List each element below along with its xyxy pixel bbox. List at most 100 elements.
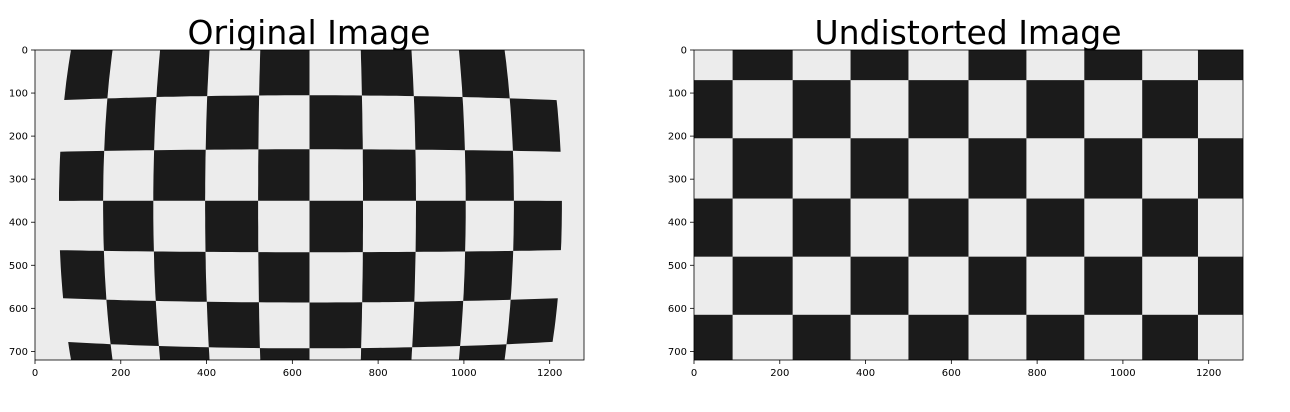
checker-square bbox=[153, 149, 206, 201]
checker-square bbox=[156, 50, 210, 97]
checker-square bbox=[1197, 138, 1243, 199]
checker-square bbox=[464, 150, 514, 201]
checker-square bbox=[792, 198, 851, 257]
checker-square bbox=[415, 200, 466, 252]
checker-square bbox=[792, 314, 851, 360]
checker-square bbox=[732, 138, 793, 199]
axes-original: 0 200 400 600 800 1000 1200 0 100 200 300 400 500 600… bbox=[9, 46, 585, 379]
checker-square bbox=[908, 80, 969, 139]
x-tick-label: 200 bbox=[111, 368, 130, 379]
checker-square bbox=[458, 344, 507, 360]
y-tick-label: 100 bbox=[668, 89, 687, 100]
x-tick-label: 200 bbox=[770, 368, 789, 379]
image-original bbox=[35, 50, 584, 360]
checker-square bbox=[309, 95, 363, 150]
checker-square bbox=[694, 80, 733, 139]
checker-square bbox=[205, 95, 260, 150]
checker-square bbox=[1084, 138, 1143, 199]
checker-square bbox=[1026, 80, 1085, 139]
y-tick-label: 500 bbox=[668, 261, 687, 272]
checker-square bbox=[1197, 256, 1243, 315]
checker-square bbox=[309, 200, 363, 253]
checker-square bbox=[206, 301, 260, 349]
y-tick-label: 500 bbox=[9, 261, 28, 272]
x-tick-label: 1000 bbox=[1110, 368, 1135, 379]
y-tick-label: 700 bbox=[668, 347, 687, 358]
checker-square bbox=[362, 251, 416, 303]
checker-square bbox=[792, 80, 851, 139]
y-tick-label: 200 bbox=[9, 132, 28, 143]
checker-square bbox=[1197, 50, 1243, 81]
checker-square bbox=[153, 251, 207, 302]
checker-square bbox=[694, 314, 733, 360]
checker-square bbox=[258, 252, 310, 303]
checker-square bbox=[850, 256, 909, 315]
image-content bbox=[694, 50, 1243, 360]
checker-square bbox=[968, 256, 1027, 315]
checker-square bbox=[850, 50, 909, 81]
panel-title-undistorted: Undistorted Image bbox=[814, 13, 1121, 52]
checker-square bbox=[103, 200, 154, 252]
checker-square bbox=[1142, 314, 1198, 360]
y-tick-label: 300 bbox=[668, 175, 687, 186]
y-tick-label: 600 bbox=[668, 304, 687, 315]
checker-square bbox=[1142, 80, 1198, 139]
checker-square bbox=[104, 97, 157, 151]
checker-square bbox=[908, 198, 969, 257]
y-tick-label: 0 bbox=[22, 46, 28, 57]
panel-undistorted: Undistorted Image 0 200 400 600 800 1000 1200 0… bbox=[668, 13, 1244, 379]
checker-square bbox=[360, 347, 413, 360]
x-tick-label: 0 bbox=[691, 368, 697, 379]
x-tick-label: 1000 bbox=[451, 368, 476, 379]
image-undistorted bbox=[694, 50, 1243, 360]
x-tick-label: 1200 bbox=[1196, 368, 1221, 379]
y-tick-label: 0 bbox=[681, 46, 687, 57]
checker-square bbox=[1084, 256, 1143, 315]
y-tick-label: 700 bbox=[9, 347, 28, 358]
x-tick-label: 0 bbox=[32, 368, 38, 379]
x-tick-label: 400 bbox=[856, 368, 875, 379]
image-content bbox=[35, 50, 584, 360]
y-tick-label: 300 bbox=[9, 175, 28, 186]
axes-frame-1 bbox=[693, 49, 1244, 361]
checker-square bbox=[413, 96, 465, 151]
checker-square bbox=[694, 198, 733, 257]
checker-square bbox=[732, 256, 793, 315]
checker-square bbox=[458, 50, 510, 99]
checker-square bbox=[908, 314, 969, 360]
checker-square bbox=[732, 50, 793, 81]
y-tick-label: 400 bbox=[668, 218, 687, 229]
checker-square bbox=[850, 138, 909, 199]
x-tick-label: 400 bbox=[197, 368, 216, 379]
panel-original: Original Image 0 200 400 600 800 1000 1200 0 100… bbox=[9, 13, 585, 379]
checker-square bbox=[64, 50, 113, 100]
checker-square bbox=[1084, 50, 1143, 81]
x-tick-label: 800 bbox=[369, 368, 388, 379]
x-tick-label: 800 bbox=[1028, 368, 1047, 379]
y-tick-label: 600 bbox=[9, 304, 28, 315]
panel-title-original: Original Image bbox=[188, 13, 431, 52]
checker-square bbox=[59, 250, 107, 300]
checker-square bbox=[506, 298, 558, 345]
axes-frame-0 bbox=[34, 49, 585, 361]
checker-square bbox=[158, 346, 210, 360]
checker-square bbox=[360, 50, 414, 97]
checker-square bbox=[59, 150, 105, 201]
checker-square bbox=[309, 302, 363, 349]
x-tick-label: 600 bbox=[283, 368, 302, 379]
checker-square bbox=[1026, 314, 1085, 360]
checker-square bbox=[205, 200, 259, 253]
checker-square bbox=[106, 299, 159, 346]
checker-square bbox=[362, 149, 416, 201]
y-tick-label: 100 bbox=[9, 89, 28, 100]
x-tick-label: 600 bbox=[942, 368, 961, 379]
checker-square bbox=[968, 138, 1027, 199]
checker-square bbox=[513, 200, 562, 251]
checker-square bbox=[968, 50, 1027, 81]
checker-square bbox=[1026, 198, 1085, 257]
checker-square bbox=[68, 342, 113, 360]
checker-square bbox=[1142, 198, 1198, 257]
checker-square bbox=[463, 250, 514, 301]
y-tick-label: 200 bbox=[668, 132, 687, 143]
